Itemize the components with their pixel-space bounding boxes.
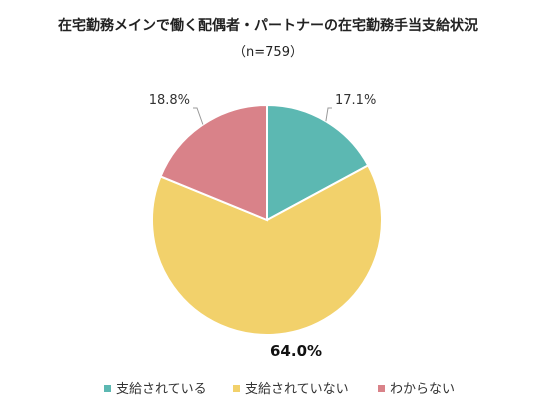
legend-label-2: 支給されていない <box>245 382 349 397</box>
pie-slice-2 <box>150 163 383 336</box>
leader-line-3 <box>193 107 204 125</box>
chart-title: 在宅勤務メインで働く配偶者・パートナーの在宅勤務手当支給状況 <box>58 17 478 34</box>
pie-slice-3 <box>159 103 268 222</box>
chart-subtitle: （n=759） <box>233 45 303 60</box>
legend-swatch-2 <box>233 385 240 392</box>
pie-slice-1 <box>266 103 370 222</box>
slice-value-label-3: 18.8% <box>149 93 190 108</box>
legend-label-1: 支給されている <box>116 382 207 397</box>
legend-swatch-1 <box>104 385 111 392</box>
leader-lines <box>193 107 332 125</box>
leader-line-1 <box>325 107 332 122</box>
pie-slices <box>150 103 383 336</box>
legend: 支給されている 支給されていない わからない <box>104 382 455 397</box>
slice-value-label-2: 64.0% <box>270 342 322 360</box>
legend-label-3: わからない <box>390 382 455 397</box>
legend-swatch-3 <box>378 385 385 392</box>
slice-labels: 17.1% 64.0% 18.8% <box>149 93 377 360</box>
slice-value-label-1: 17.1% <box>335 93 376 108</box>
